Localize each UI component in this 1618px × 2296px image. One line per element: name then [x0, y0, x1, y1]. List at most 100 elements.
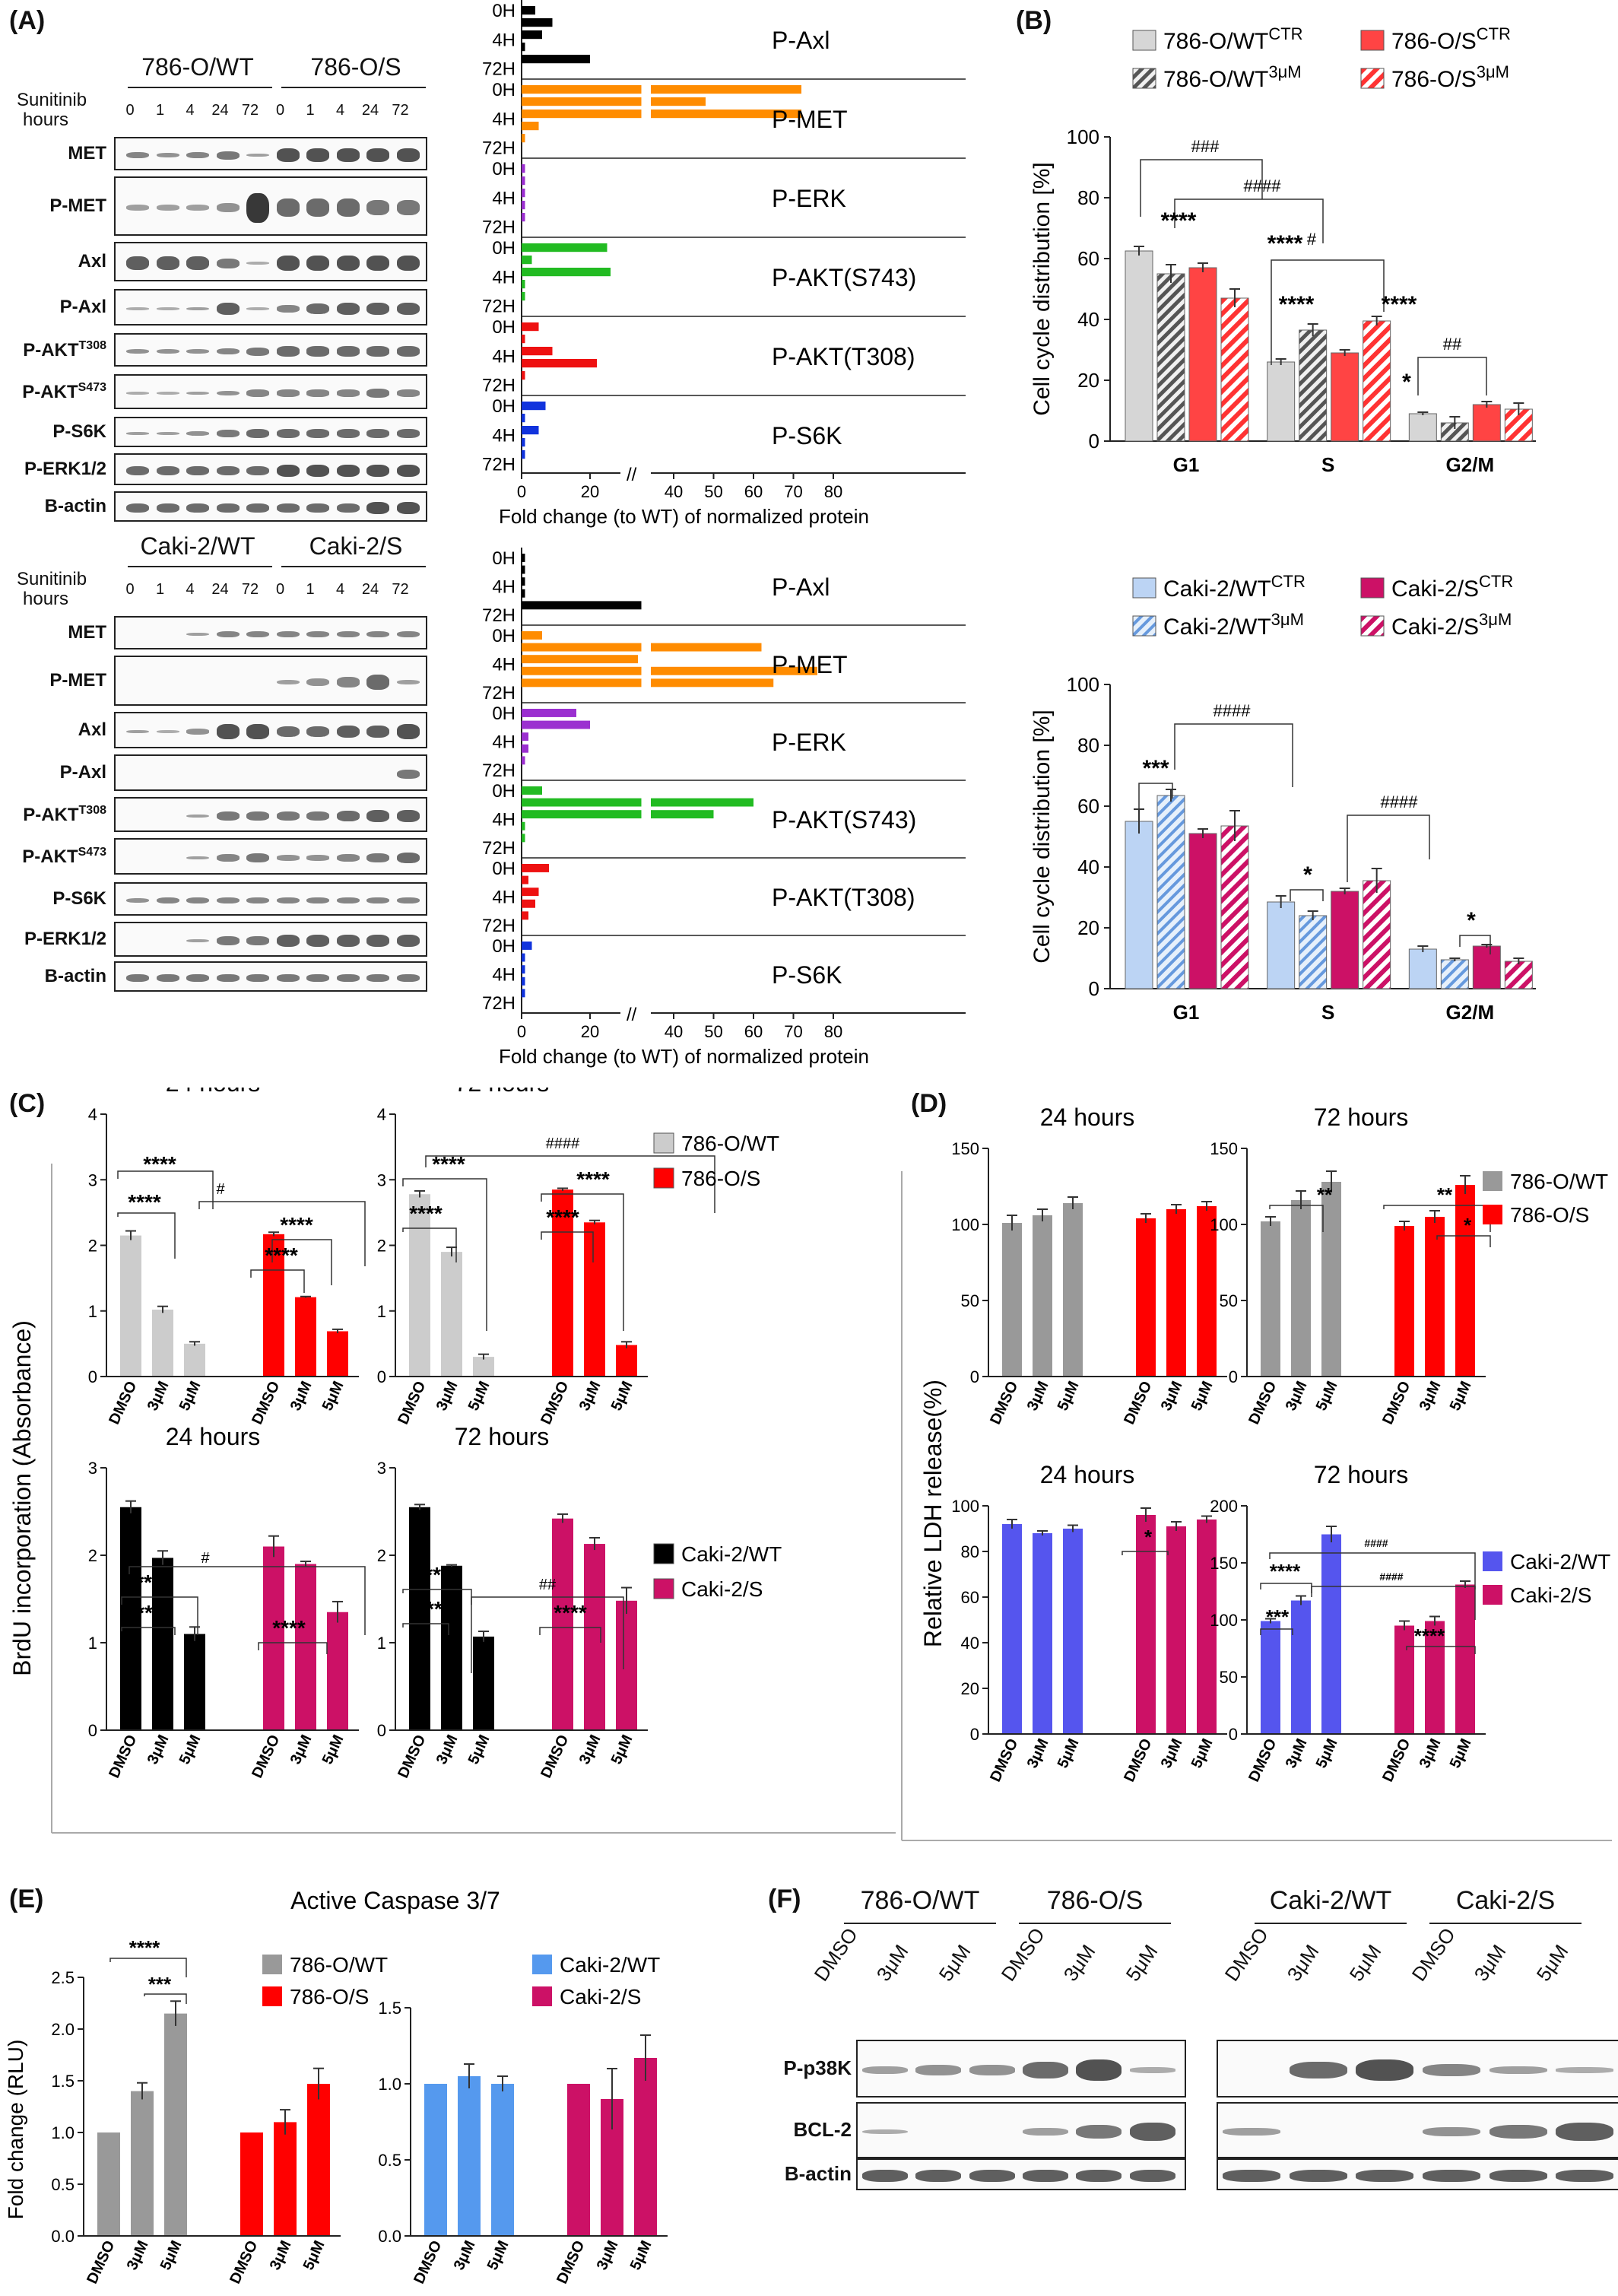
bar	[240, 2132, 263, 2236]
significance-label: ****	[129, 1936, 160, 1959]
x-tick-label: 50	[704, 1022, 722, 1041]
blot-band	[156, 152, 179, 158]
blot-band	[306, 974, 329, 982]
subplot-title: 24 hours	[1040, 1104, 1135, 1131]
bar	[1125, 250, 1153, 442]
bar	[1394, 1226, 1414, 1377]
significance-bracket	[1260, 1583, 1312, 1597]
x-tick-label: 5μM	[484, 2238, 512, 2273]
timepoint-label: 0H	[492, 80, 516, 100]
bar	[522, 834, 525, 843]
bar	[522, 414, 525, 423]
y-tick-label: 150	[1210, 1554, 1238, 1573]
significance-bracket	[117, 1170, 214, 1209]
blot-band	[396, 502, 420, 514]
bar	[522, 176, 525, 186]
bar	[522, 201, 525, 210]
x-category-label: G1	[1173, 1001, 1200, 1024]
x-axis-title: Fold change (to WT) of normalized protei…	[499, 505, 869, 528]
blot-row-label: P-ERK1/2	[0, 459, 106, 480]
blot-band	[186, 632, 209, 637]
subplot-title: 72 hours	[455, 1088, 550, 1097]
legend-swatch	[262, 1986, 282, 2006]
bar	[522, 565, 525, 574]
blot-band	[1129, 2122, 1175, 2142]
x-tick-label: 3μM	[124, 2238, 152, 2273]
legend-label: Caki-2/S	[681, 1577, 763, 1601]
x-tick-label: 5μM	[319, 1379, 347, 1414]
significance-label: ****	[272, 1616, 306, 1640]
blot-row-label: P-ERK1/2	[0, 929, 106, 950]
western-blot-f: 786-O/WT 786-O/S DMSO 3μM 5μM DMSO 3μM 5μM Caki-…	[768, 1878, 1618, 2296]
blot-band	[336, 148, 360, 162]
legend-swatch	[653, 1132, 674, 1154]
bar	[473, 1636, 494, 1730]
blot-strip	[114, 656, 427, 706]
legend-swatch	[1132, 68, 1156, 89]
blot-band	[246, 429, 269, 438]
bar	[1267, 901, 1296, 989]
x-tick-label: 3μM	[433, 1732, 462, 1767]
timepoint-label: 4H	[492, 964, 516, 985]
timepoint-label: 4H	[492, 425, 516, 446]
x-tick-label: 80	[824, 1022, 842, 1041]
y-tick-label: 100	[1067, 673, 1099, 696]
bar	[1002, 1524, 1022, 1734]
blot-band	[156, 432, 179, 435]
x-tick-label: 3μM	[1158, 1736, 1186, 1771]
x-tick-label: 5μM	[1188, 1736, 1217, 1771]
blot-band	[366, 934, 389, 948]
timepoint-label: 72H	[482, 138, 516, 159]
blot-band	[216, 630, 240, 638]
significance-label: ####	[1381, 792, 1419, 811]
lane-label: 3μM	[1282, 1940, 1324, 1986]
x-tick-label: 50	[704, 482, 722, 501]
bar	[651, 678, 774, 688]
blot-band	[1423, 2063, 1480, 2077]
blot-row-label: Axl	[0, 719, 106, 741]
blot-row-label: P-Axl	[0, 762, 106, 783]
blot-strip	[114, 712, 427, 748]
lane-label: 0	[275, 581, 285, 598]
bar	[634, 2058, 657, 2236]
significance-label: *	[1467, 908, 1476, 933]
blot-band	[396, 974, 420, 982]
legend-label: 786-O/WT	[681, 1132, 779, 1155]
significance-label: *	[1464, 1214, 1472, 1237]
blot-group-header-2: 786-O/S	[310, 53, 401, 81]
blot-band	[246, 262, 269, 265]
x-tick-label: 40	[665, 1022, 683, 1041]
x-tick-label: 3μM	[287, 1379, 316, 1414]
timepoint-label: 4H	[492, 267, 516, 287]
ldh-panel: Relative LDH release(%) 24 hours 0 50 100 150…	[901, 1104, 1612, 1841]
bar	[1261, 1221, 1280, 1377]
blot-band	[366, 302, 389, 316]
blot-band	[186, 938, 209, 943]
bar	[522, 347, 553, 356]
bar	[522, 720, 590, 729]
bar	[184, 1343, 205, 1377]
significance-label: ****	[128, 1190, 161, 1214]
y-tick-label: 0	[970, 1367, 979, 1386]
significance-label: ##	[1443, 335, 1462, 354]
bar	[491, 2084, 514, 2236]
blot-band	[366, 200, 389, 215]
bar	[522, 426, 539, 435]
x-tick-label: 3μM	[576, 1732, 604, 1767]
bar	[1197, 1520, 1217, 1734]
blot-band	[1356, 2170, 1414, 2182]
blot-band	[126, 205, 149, 211]
legend-sup: 3μM	[1268, 62, 1301, 81]
y-tick-label: 20	[1077, 369, 1099, 392]
row-name: P-MET	[49, 195, 106, 216]
panel-label-f: (F)	[768, 1885, 801, 1913]
y-tick-label: 0.0	[378, 2227, 401, 2246]
x-tick-label: 70	[784, 482, 802, 501]
bar	[651, 798, 753, 807]
legend-label: 786-O/WTCTR	[1163, 24, 1303, 54]
bar	[1188, 267, 1217, 442]
lane-label: 0	[125, 102, 135, 119]
timepoint-label: 72H	[482, 297, 516, 317]
y-tick-label: 0.5	[378, 2151, 401, 2170]
blot-band	[306, 811, 329, 821]
